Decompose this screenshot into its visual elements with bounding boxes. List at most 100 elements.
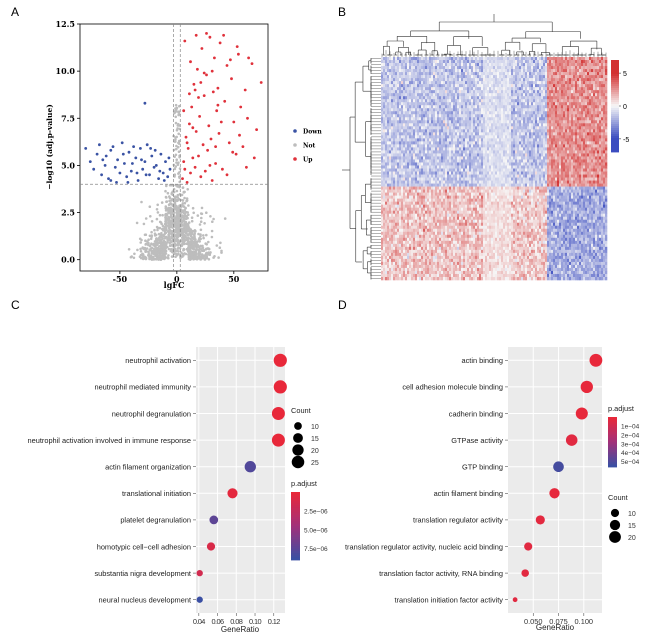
heatmap-cell <box>517 114 520 118</box>
down-point <box>144 173 148 177</box>
heatmap-cell <box>411 72 414 76</box>
not-point <box>186 211 189 214</box>
heatmap-cell <box>509 81 512 85</box>
heatmap-cell <box>427 90 430 94</box>
not-point <box>148 248 151 252</box>
heatmap-cell <box>417 57 420 61</box>
up-point <box>209 137 213 141</box>
not-point <box>150 255 154 259</box>
heatmap-cell <box>525 66 528 70</box>
heatmap-cell <box>383 57 386 61</box>
heatmap-cell <box>561 84 564 88</box>
heatmap-cell <box>551 87 554 91</box>
heatmap-cell <box>477 87 480 91</box>
heatmap-cell <box>395 117 398 121</box>
heatmap-cell <box>427 114 430 118</box>
heatmap-cell <box>543 99 546 103</box>
heatmap-cell <box>571 84 574 88</box>
not-point <box>127 248 131 251</box>
heatmap-cell <box>541 69 544 73</box>
down-point <box>115 181 118 184</box>
heatmap-cell <box>439 135 442 139</box>
heatmap-cell <box>489 69 492 73</box>
heatmap-cell <box>467 87 470 91</box>
heatmap-cell <box>487 99 490 103</box>
heatmap-cell <box>549 126 552 130</box>
heatmap-cell <box>599 69 602 73</box>
heatmap-cell <box>389 66 392 70</box>
down-point <box>141 167 145 171</box>
heatmap-cell <box>447 78 450 82</box>
heatmap-cell <box>463 66 466 70</box>
not-point <box>200 216 203 220</box>
heatmap-cell <box>391 69 394 73</box>
heatmap-cell <box>605 84 608 88</box>
up-point <box>250 62 254 65</box>
heatmap-cell <box>571 69 574 73</box>
heatmap-cell <box>513 60 516 64</box>
heatmap-cell <box>425 135 428 139</box>
heatmap-cell <box>599 96 602 100</box>
heatmap-cell <box>567 63 570 67</box>
heatmap-cell <box>585 120 588 124</box>
heatmap-cell <box>581 81 584 85</box>
heatmap-cell <box>567 72 570 76</box>
heatmap-cell <box>551 60 554 64</box>
heatmap-cell <box>567 93 570 97</box>
heatmap-cell <box>407 114 410 118</box>
heatmap-cell <box>409 114 412 118</box>
heatmap-cell <box>391 78 394 82</box>
heatmap-cell <box>427 69 430 73</box>
heatmap-cell <box>573 75 576 79</box>
heatmap-cell <box>451 84 454 88</box>
heatmap-cell <box>571 99 574 103</box>
not-point <box>200 206 204 210</box>
heatmap-cell <box>569 108 572 112</box>
heatmap-cell <box>553 132 556 136</box>
heatmap-cell <box>449 129 452 133</box>
heatmap-cell <box>409 111 412 115</box>
heatmap-cell <box>519 90 522 94</box>
not-point <box>173 225 176 228</box>
heatmap-cell <box>429 69 432 73</box>
heatmap-cell <box>473 81 476 85</box>
heatmap-cell <box>389 93 392 97</box>
heatmap-cell <box>433 114 436 118</box>
heatmap-cell <box>485 75 488 79</box>
heatmap-cell <box>441 81 444 85</box>
heatmap-cell <box>431 135 434 139</box>
heatmap-cell <box>403 102 406 106</box>
heatmap-cell <box>467 129 470 133</box>
heatmap-cell <box>391 129 394 133</box>
heatmap-cell <box>485 66 488 70</box>
heatmap-cell <box>533 60 536 64</box>
heatmap-cell <box>471 117 474 121</box>
not-point <box>191 253 194 256</box>
heatmap-cell <box>461 93 464 97</box>
heatmap-cell <box>511 132 514 136</box>
heatmap-cell <box>519 132 522 136</box>
heatmap-cell <box>449 90 452 94</box>
heatmap-cell <box>389 57 392 61</box>
heatmap-cell <box>487 78 490 82</box>
heatmap-cell <box>417 75 420 79</box>
heatmap-cell <box>461 60 464 64</box>
heatmap-cell <box>403 96 406 100</box>
heatmap-cell <box>391 84 394 88</box>
heatmap-cell <box>441 132 444 136</box>
heatmap-cell <box>381 120 384 124</box>
heatmap-cell <box>497 120 500 124</box>
heatmap-cell <box>437 63 440 67</box>
heatmap-cell <box>511 126 514 130</box>
heatmap-cell <box>415 63 418 67</box>
heatmap-cell <box>511 90 514 94</box>
heatmap-cell <box>463 117 466 121</box>
heatmap-cell <box>585 78 588 82</box>
heatmap-cell <box>587 123 590 127</box>
not-point <box>167 207 171 211</box>
heatmap-cell <box>465 132 468 136</box>
heatmap-cell <box>507 87 510 91</box>
heatmap-cell <box>589 69 592 73</box>
heatmap-cell <box>519 96 522 100</box>
not-point <box>170 220 174 223</box>
